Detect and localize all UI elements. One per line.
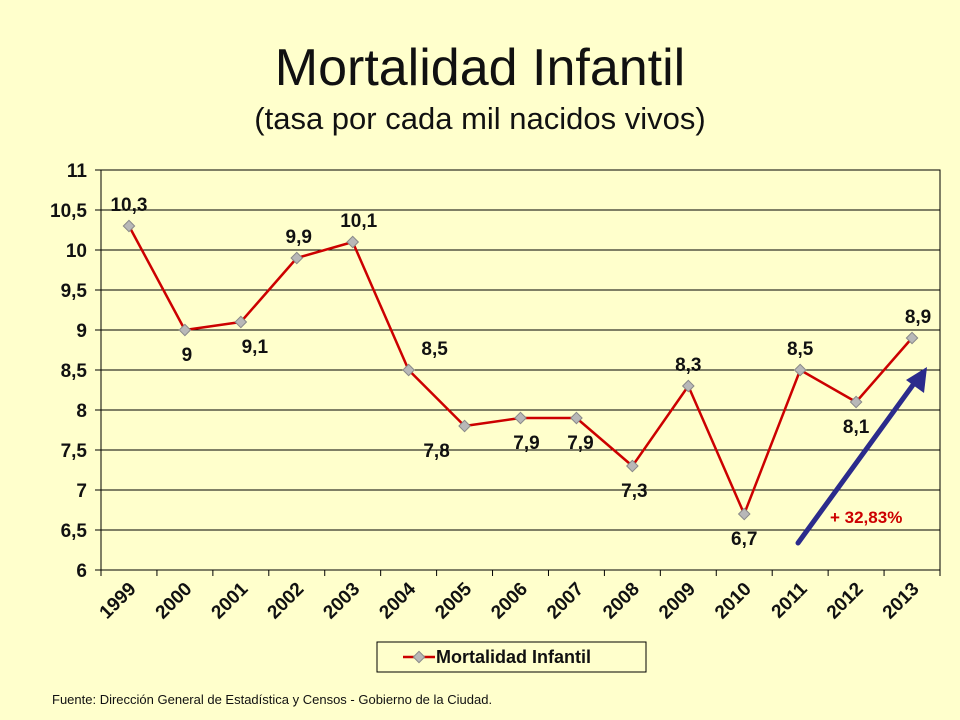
y-axis: 6 6,5 7 7,5 8 8,5 9 9,5 10 10,5 11 [50, 161, 101, 582]
data-point [122, 219, 136, 233]
x-tick-label: 2012 [823, 579, 868, 624]
x-tick-label: 2010 [711, 579, 756, 624]
data-label: 8,5 [787, 339, 814, 360]
legend-label: Mortalidad Infantil [436, 647, 591, 667]
x-tick-label: 2013 [879, 579, 924, 624]
x-tick-label: 1999 [96, 579, 141, 624]
data-point [681, 379, 695, 393]
chart-subtitle: (tasa por cada mil nacidos vivos) [254, 101, 706, 136]
data-label: 8,3 [675, 355, 701, 376]
x-tick-label: 2003 [319, 579, 364, 624]
y-tick-label: 8 [76, 401, 87, 422]
chart-title: Mortalidad Infantil [274, 39, 686, 97]
data-point [793, 363, 807, 377]
x-tick-label: 2006 [487, 579, 532, 624]
data-point [514, 411, 527, 425]
data-point [458, 419, 471, 433]
gridlines [101, 209, 940, 531]
y-tick-label: 11 [67, 161, 88, 182]
data-label: 7,3 [621, 481, 647, 502]
data-point [905, 331, 919, 345]
source-note: Fuente: Dirección General de Estadística… [52, 692, 493, 707]
x-tick-label: 2002 [264, 579, 309, 624]
data-label: 10,3 [110, 195, 147, 216]
data-label: 9,9 [286, 227, 312, 248]
data-point [570, 411, 583, 425]
data-label: 8,5 [421, 339, 448, 360]
data-labels: 10,3 9 9,1 9,9 10,1 8,5 7,8 7,9 7,9 7,3 8,3 6,7 8,5 8… [110, 195, 931, 550]
data-point [626, 459, 639, 473]
x-tick-label: 2011 [768, 578, 812, 622]
x-tick-label: 2000 [152, 579, 197, 624]
trend-arrow [795, 367, 927, 546]
data-point [849, 395, 863, 409]
y-tick-label: 6 [76, 561, 87, 582]
data-label: 10,1 [340, 211, 377, 232]
data-label: 8,1 [843, 417, 870, 438]
x-tick-label: 2007 [543, 579, 588, 624]
data-label: 6,7 [731, 529, 757, 550]
data-point [290, 251, 304, 265]
y-tick-label: 7,5 [61, 441, 88, 462]
data-label: 7,9 [567, 433, 593, 454]
x-tick-label: 2004 [375, 578, 420, 623]
data-point [178, 323, 192, 337]
x-axis: 1999 2000 2001 2002 2003 2004 2005 2006 2007 2008… [96, 570, 941, 624]
data-label: 9,1 [242, 337, 269, 358]
y-tick-label: 10,5 [50, 201, 87, 222]
y-tick-label: 9,5 [61, 281, 88, 302]
series-mortalidad-infantil [122, 219, 919, 521]
x-tick-label: 2005 [431, 578, 476, 623]
annotation-percent: + 32,83% [830, 508, 902, 527]
data-label: 7,8 [423, 441, 449, 462]
x-tick-label: 2009 [655, 579, 700, 624]
x-tick-label: 2001 [208, 578, 253, 623]
legend-marker [412, 650, 426, 664]
y-tick-label: 8,5 [61, 361, 88, 382]
trend-arrow-line [795, 375, 921, 546]
y-tick-label: 9 [76, 321, 87, 342]
y-tick-label: 10 [66, 241, 87, 262]
x-tick-label: 2008 [599, 579, 644, 624]
y-tick-label: 7 [76, 481, 87, 502]
data-point [737, 507, 751, 521]
data-point [402, 363, 415, 377]
data-label: 7,9 [513, 433, 539, 454]
data-point [234, 315, 248, 329]
legend: Mortalidad Infantil [376, 641, 647, 673]
y-tick-label: 6,5 [61, 521, 88, 542]
data-label: 8,9 [905, 307, 931, 328]
trend-arrow-head [906, 367, 927, 393]
data-point [346, 235, 360, 249]
data-label: 9 [182, 345, 193, 366]
